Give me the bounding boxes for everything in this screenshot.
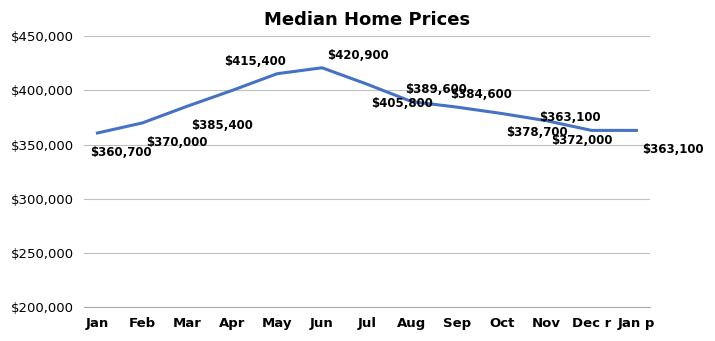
Text: $385,400: $385,400	[192, 119, 253, 132]
Text: $405,800: $405,800	[371, 97, 433, 110]
Text: $360,700: $360,700	[91, 146, 152, 159]
Text: $370,000: $370,000	[147, 136, 208, 149]
Text: $415,400: $415,400	[225, 55, 286, 68]
Text: $363,100: $363,100	[642, 143, 704, 156]
Text: $420,900: $420,900	[327, 49, 390, 62]
Text: $372,000: $372,000	[551, 134, 612, 147]
Text: $384,600: $384,600	[450, 88, 512, 101]
Text: $378,700: $378,700	[506, 127, 568, 139]
Text: $389,600: $389,600	[405, 83, 467, 96]
Text: $363,100: $363,100	[538, 112, 601, 124]
Title: Median Home Prices: Median Home Prices	[264, 11, 470, 29]
